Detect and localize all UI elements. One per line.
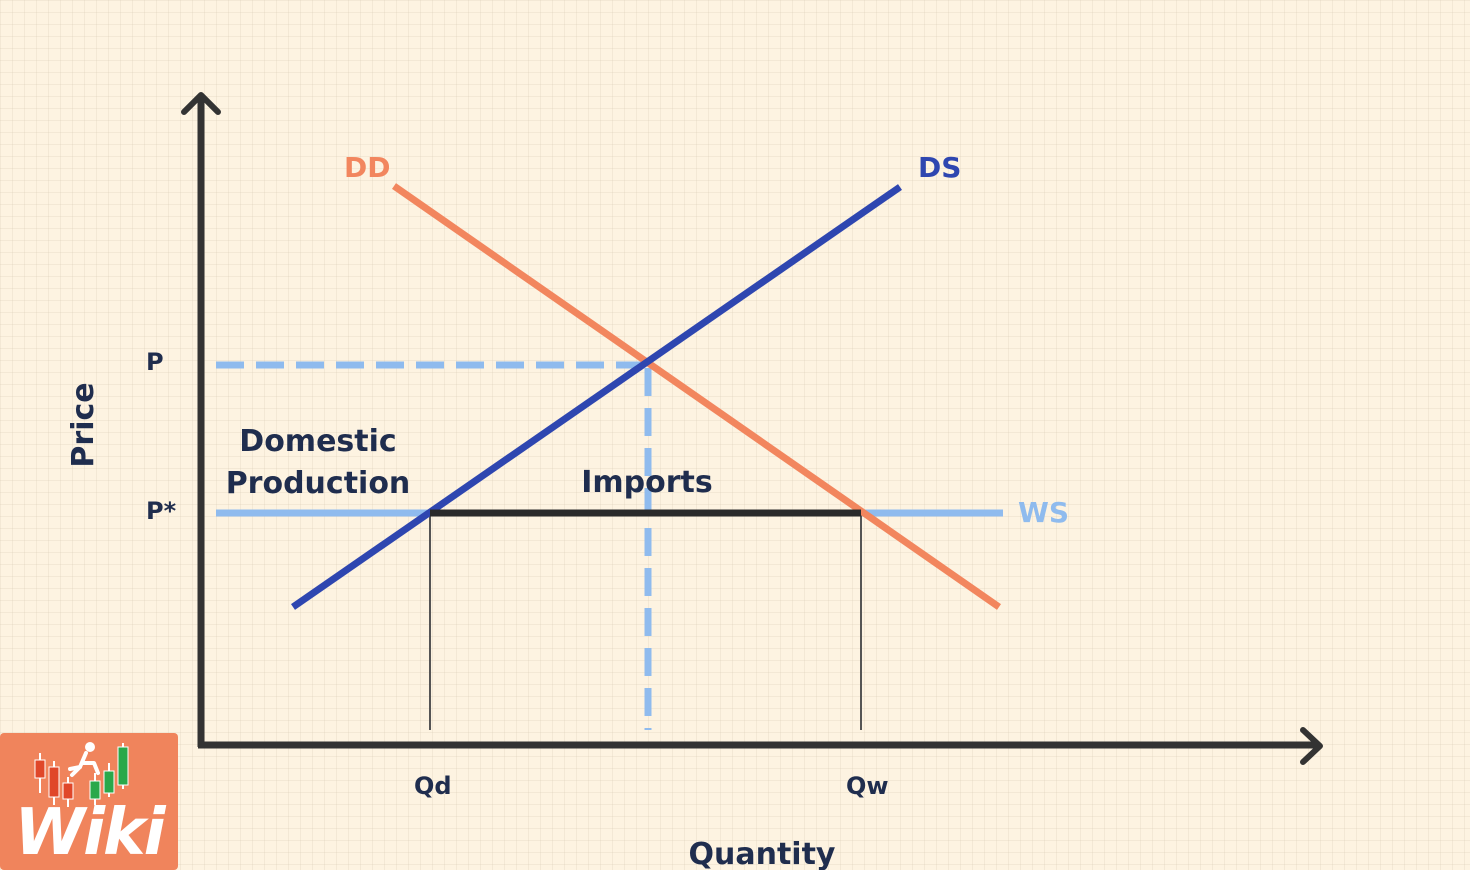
wiki-logo: Wiki (0, 733, 178, 870)
x-axis-title: Quantity (689, 837, 836, 870)
quantity-tick-qw: Qw (846, 772, 889, 800)
demand-label: DD (344, 151, 390, 184)
domestic-supply-curve (291, 184, 902, 610)
price-tick-p-star: P* (146, 497, 177, 525)
demand-curve (392, 183, 1001, 610)
y-axis-title: Price (66, 382, 101, 467)
y-axis-arrowhead (181, 92, 221, 115)
quantity-tick-qd: Qd (414, 772, 452, 800)
x-axis-arrowhead (1300, 727, 1323, 765)
domestic-production-label-line2: Production (226, 466, 411, 501)
world-supply-label: WS (1018, 496, 1069, 529)
domestic-supply-label: DS (918, 151, 961, 184)
domestic-production-label-line1: Domestic (239, 424, 396, 459)
price-tick-p: P (146, 348, 164, 376)
logo-wordmark: Wiki (14, 796, 165, 870)
candlestick-runner-icon (34, 742, 129, 807)
imports-label: Imports (581, 465, 713, 500)
